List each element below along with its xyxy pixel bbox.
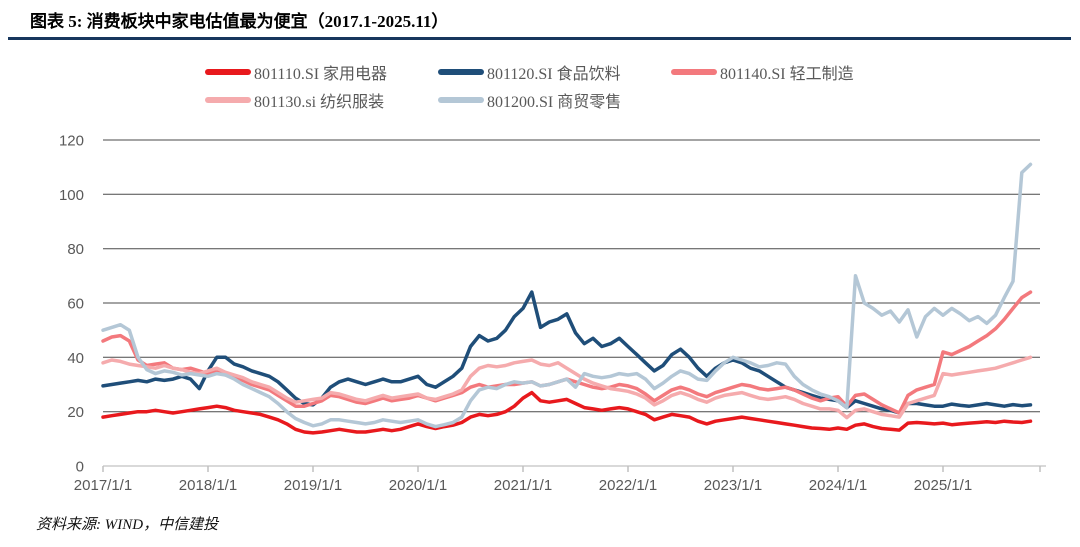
y-axis-label: 40 — [67, 350, 84, 367]
legend-item-801200.SI: 801200.SI 商贸零售 — [438, 87, 671, 113]
x-axis-label: 2017/1/1 — [74, 477, 132, 494]
legend-label: 801110.SI 家用电器 — [254, 66, 388, 83]
legend-swatch — [205, 97, 251, 103]
legend-item-801110.SI: 801110.SI 家用电器 — [205, 59, 438, 85]
legend-item-801130.si: 801130.si 纺织服装 — [205, 87, 438, 113]
y-axis-label: 80 — [67, 241, 84, 258]
y-axis-label: 20 — [67, 404, 84, 421]
legend-label: 801130.si 纺织服装 — [254, 94, 385, 111]
x-axis-label: 2019/1/1 — [284, 477, 342, 494]
series-801130.si — [101, 355, 1033, 420]
x-axis-label: 2025/1/1 — [914, 477, 972, 494]
x-axis-label: 2021/1/1 — [494, 477, 552, 494]
legend-swatch — [438, 69, 484, 75]
title-divider — [8, 37, 1071, 40]
figure-title: 图表 5: 消费板块中家电估值最为便宜（2017.1-2025.11） — [30, 12, 449, 31]
legend-swatch — [671, 69, 717, 75]
legend-swatch — [438, 97, 484, 103]
legend: 801110.SI 家用电器 801120.SI 食品饮料 801140.SI 轻工… — [205, 59, 904, 113]
legend-label: 801120.SI 食品饮料 — [487, 66, 621, 83]
x-axis-label: 2023/1/1 — [704, 477, 762, 494]
x-axis-label: 2018/1/1 — [179, 477, 237, 494]
y-axis-label: 60 — [67, 296, 84, 313]
y-axis-label: 120 — [59, 133, 84, 150]
legend-item-801140.SI: 801140.SI 轻工制造 — [671, 59, 904, 85]
y-axis-label: 0 — [76, 459, 84, 476]
x-axis-label: 2022/1/1 — [599, 477, 657, 494]
legend-swatch — [205, 69, 251, 75]
legend-label: 801140.SI 轻工制造 — [720, 66, 854, 83]
x-axis-label: 2020/1/1 — [389, 477, 447, 494]
series-801110.SI — [101, 390, 1033, 435]
legend-item-801120.SI: 801120.SI 食品饮料 — [438, 59, 671, 85]
x-axis-label: 2024/1/1 — [809, 477, 867, 494]
series-801200.SI — [101, 162, 1033, 429]
legend-label: 801200.SI 商贸零售 — [487, 94, 622, 111]
source-note: 资料来源: WIND，中信建投 — [36, 517, 219, 533]
series-801120.SI — [101, 290, 1033, 415]
y-axis-label: 100 — [59, 187, 84, 204]
